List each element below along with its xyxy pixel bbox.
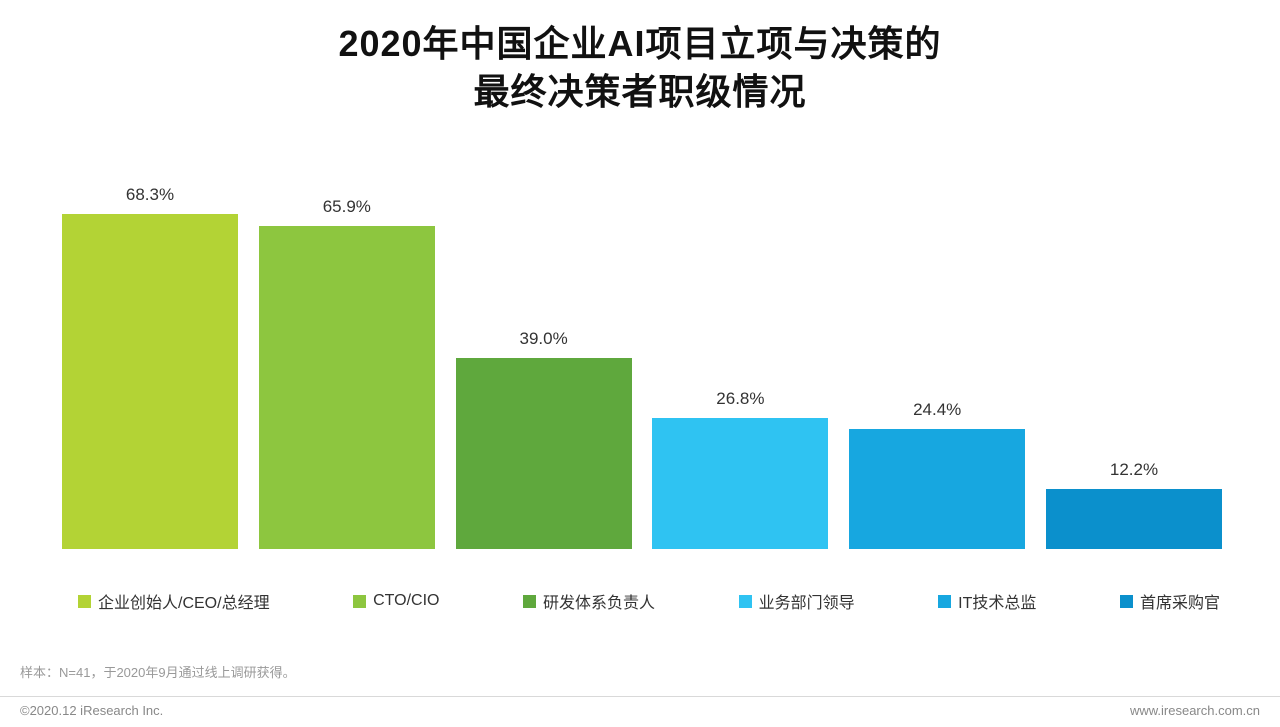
legend-item: 企业创始人/CEO/总经理 bbox=[78, 589, 270, 613]
legend-label: 企业创始人/CEO/总经理 bbox=[98, 595, 270, 613]
legend-swatch bbox=[353, 594, 367, 608]
bar-group: 24.4% bbox=[849, 400, 1026, 550]
legend-label: IT技术总监 bbox=[958, 595, 1037, 613]
bar bbox=[849, 429, 1026, 550]
bar-value-label: 65.9% bbox=[322, 197, 371, 217]
footer-bar: ©2020.12 iResearch Inc. www.iresearch.co… bbox=[0, 696, 1280, 727]
bar-group: 39.0% bbox=[455, 329, 632, 550]
legend-item: 首席采购官 bbox=[1119, 589, 1220, 613]
bar-value-label: 39.0% bbox=[519, 329, 568, 349]
bar bbox=[455, 358, 632, 550]
chart-title: 2020年中国企业AI项目立项与决策的 最终决策者职级情况 bbox=[0, 0, 1280, 115]
legend-item: IT技术总监 bbox=[938, 589, 1036, 613]
bar-chart: 68.3% 65.9% 39.0% 26.8% 24.4% 12.2% bbox=[62, 171, 1222, 550]
legend-swatch bbox=[523, 594, 537, 608]
legend-item: 研发体系负责人 bbox=[523, 589, 655, 613]
legend-item: 业务部门领导 bbox=[738, 589, 855, 613]
bar bbox=[258, 226, 435, 550]
chart-title-line1: 2020年中国企业AI项目立项与决策的 bbox=[338, 23, 942, 64]
bar-value-label: 68.3% bbox=[125, 185, 175, 205]
legend-item: CTO/CIO bbox=[353, 592, 440, 610]
bar-value-label: 12.2% bbox=[1109, 460, 1159, 480]
sample-footnote: 样本：N=41，于2020年9月通过线上调研获得。 bbox=[20, 665, 296, 680]
bar-value-label: 26.8% bbox=[716, 389, 765, 409]
legend-swatch bbox=[78, 594, 91, 608]
legend-label: 研发体系负责人 bbox=[543, 595, 656, 613]
legend-swatch bbox=[938, 594, 952, 608]
bar bbox=[62, 214, 238, 550]
legend-label: 业务部门领导 bbox=[758, 595, 855, 613]
legend-swatch bbox=[1119, 594, 1133, 608]
bar-group: 65.9% bbox=[258, 197, 435, 550]
legend-label: CTO/CIO bbox=[373, 592, 440, 610]
legend-swatch bbox=[738, 594, 752, 608]
website-text: www.iresearch.com.cn bbox=[1129, 703, 1260, 718]
bar-value-label: 24.4% bbox=[913, 400, 962, 420]
chart-title-line2: 最终决策者职级情况 bbox=[473, 70, 807, 112]
bar-group: 12.2% bbox=[1045, 460, 1222, 550]
bar-group: 68.3% bbox=[62, 185, 238, 550]
legend-label: 首席采购官 bbox=[1139, 595, 1220, 613]
bar bbox=[652, 418, 829, 550]
bar-group: 26.8% bbox=[652, 389, 829, 550]
legend: 企业创始人/CEO/总经理 CTO/CIO 研发体系负责人 业务部门领导 IT技术总监 首… bbox=[78, 589, 1220, 613]
copyright-text: ©2020.12 iResearch Inc. bbox=[20, 703, 164, 718]
bar bbox=[1045, 489, 1222, 550]
